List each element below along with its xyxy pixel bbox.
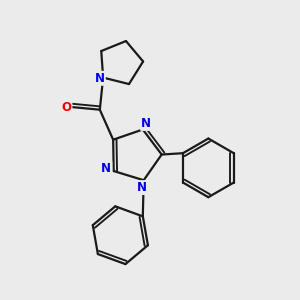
Text: N: N [95,72,105,85]
Text: N: N [101,162,111,175]
Text: N: N [137,181,147,194]
Text: N: N [141,117,151,130]
Text: O: O [61,100,71,113]
